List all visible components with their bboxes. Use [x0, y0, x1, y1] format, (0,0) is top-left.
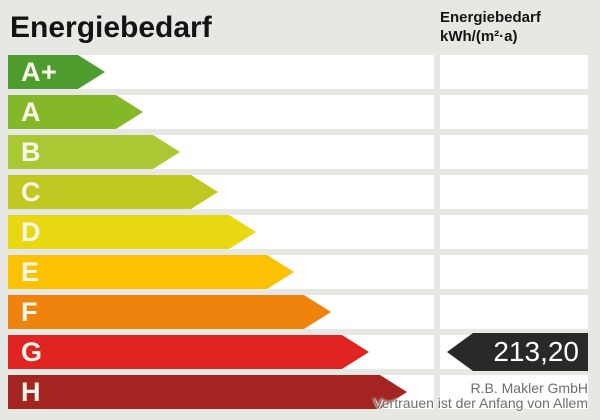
class-bar-g: G — [8, 335, 369, 369]
class-label: A+ — [21, 56, 58, 87]
row-cell-right — [440, 295, 588, 329]
unit-label-line1: Energiebedarf — [440, 9, 541, 26]
scale-row: C — [0, 175, 600, 209]
value-indicator: 213,20 — [447, 333, 588, 371]
class-label: C — [21, 176, 41, 207]
unit-label-line2: kWh/(m²·a) — [440, 28, 518, 45]
class-bar-h: H — [8, 375, 407, 409]
value-label: 213,20 — [493, 336, 579, 367]
row-cell-right — [440, 215, 588, 249]
row-cell-right — [440, 175, 588, 209]
class-bar-d: D — [8, 215, 256, 249]
scale-row: A — [0, 95, 600, 129]
class-label: F — [21, 296, 38, 327]
watermark: R.B. Makler GmbH Vertrauen ist der Anfan… — [373, 381, 588, 411]
page-title: Energiebedarf — [10, 11, 212, 44]
company-name: R.B. Makler GmbH — [470, 380, 588, 396]
row-cell-right — [440, 55, 588, 89]
class-bar-f: F — [8, 295, 331, 329]
row-cell-right — [440, 375, 588, 409]
class-label: H — [21, 376, 41, 407]
scale-row: B — [0, 135, 600, 169]
row-cell-right — [440, 95, 588, 129]
company-slogan: Vertrauen ist der Anfang von Allem — [373, 395, 588, 411]
class-label: B — [21, 136, 41, 167]
class-label: E — [21, 256, 40, 287]
class-bar-c: C — [8, 175, 218, 209]
class-bar-e: E — [8, 255, 294, 289]
row-cell-right — [440, 255, 588, 289]
class-bar-a-plus: A+ — [8, 55, 105, 89]
scale-row: F — [0, 295, 600, 329]
scale-row: E — [0, 255, 600, 289]
scale-row: A+ — [0, 55, 600, 89]
row-cell-right — [440, 135, 588, 169]
scale-row: D — [0, 215, 600, 249]
unit-label: Energiebedarf kWh/(m²·a) — [440, 8, 541, 46]
scale-row: H — [0, 375, 600, 409]
class-bar-b: B — [8, 135, 180, 169]
class-label: D — [21, 216, 41, 247]
class-label: A — [21, 96, 41, 127]
class-label: G — [21, 336, 43, 367]
class-bar-a: A — [8, 95, 143, 129]
